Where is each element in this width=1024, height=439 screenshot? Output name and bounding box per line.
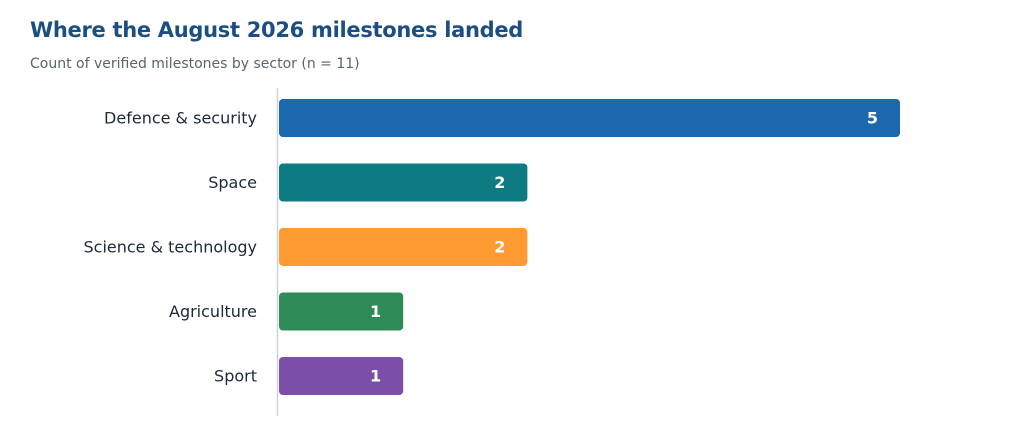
value-label: 2: [494, 238, 505, 257]
bar: [279, 357, 404, 395]
chart-subtitle: Count of verified milestones by sector (…: [30, 56, 360, 72]
bar: [279, 228, 528, 266]
category-label: Sport: [214, 367, 257, 386]
bar: [279, 99, 900, 137]
bar: [279, 163, 528, 202]
chart-title: Where the August 2026 milestones landed: [30, 18, 524, 42]
category-label: Space: [208, 173, 257, 192]
category-label: Agriculture: [169, 302, 257, 321]
category-label: Science & technology: [83, 238, 257, 257]
value-label: 2: [494, 173, 505, 192]
category-label: Defence & security: [104, 109, 257, 128]
value-label: 1: [370, 302, 381, 321]
value-label: 1: [370, 367, 381, 386]
value-label: 5: [867, 109, 878, 128]
bars-group: Defence & security 5 Space 2 Science & techn…: [83, 99, 900, 395]
bar: [279, 292, 404, 331]
